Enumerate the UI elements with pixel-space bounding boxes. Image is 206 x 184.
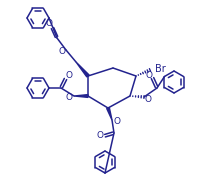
Text: Br: Br bbox=[155, 64, 166, 74]
Text: O: O bbox=[144, 95, 151, 103]
Text: O: O bbox=[114, 116, 121, 125]
Polygon shape bbox=[107, 108, 112, 120]
Text: O: O bbox=[46, 20, 53, 29]
Text: O: O bbox=[96, 132, 103, 141]
Polygon shape bbox=[76, 62, 89, 77]
Text: O: O bbox=[145, 70, 152, 79]
Text: O: O bbox=[66, 93, 73, 102]
Text: O: O bbox=[59, 47, 66, 56]
Text: O: O bbox=[66, 70, 73, 79]
Polygon shape bbox=[74, 95, 88, 97]
